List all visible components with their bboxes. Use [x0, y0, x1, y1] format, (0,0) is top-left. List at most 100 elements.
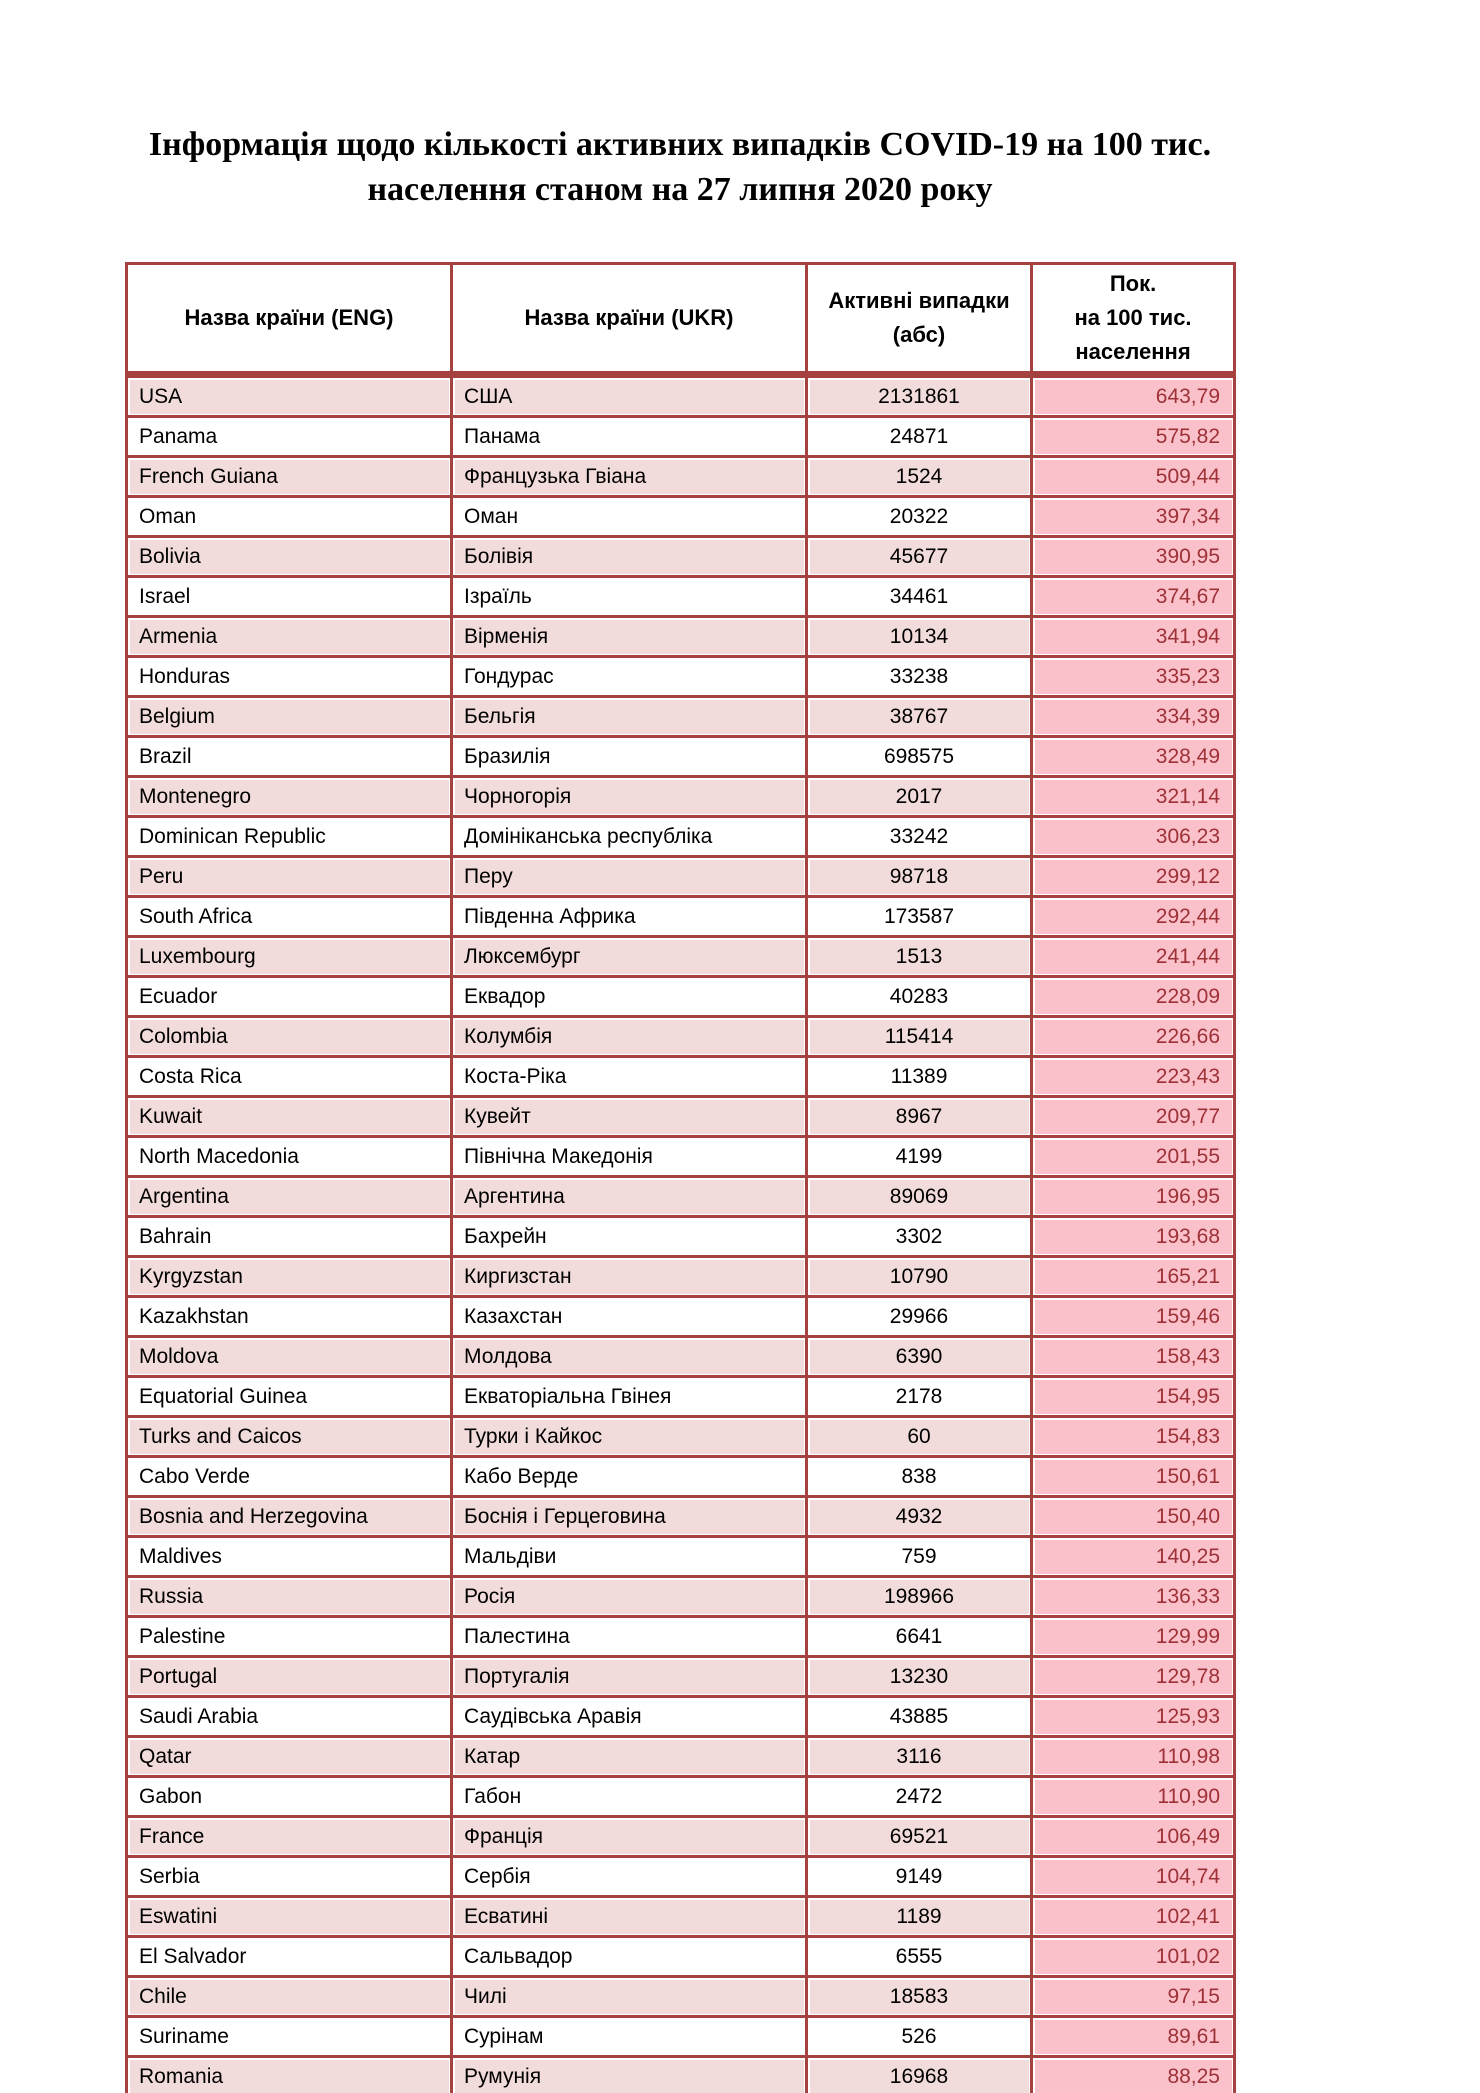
per-100k-cell: 397,34: [1030, 495, 1236, 538]
country-eng-cell: Bolivia: [125, 535, 453, 578]
table-row: Peru Перу 98718 299,12: [125, 855, 1236, 898]
country-eng-cell: Serbia: [125, 1855, 453, 1898]
active-cases-cell: 60: [805, 1415, 1033, 1458]
country-ukr-cell-text: Бразилія: [464, 745, 551, 768]
country-ukr-cell-text: Кабо Верде: [464, 1465, 579, 1488]
active-cases-cell: 1189: [805, 1895, 1033, 1938]
header-country-ukr: Назва країни (UKR): [450, 262, 808, 378]
country-eng-cell-text: Kuwait: [139, 1105, 203, 1128]
country-eng-cell: Costa Rica: [125, 1055, 453, 1098]
active-cases-cell: 2131861: [805, 373, 1033, 418]
active-cases-cell-text: 38767: [889, 705, 949, 728]
active-cases-cell-text: 1513: [895, 945, 943, 968]
active-cases-cell: 29966: [805, 1295, 1033, 1338]
country-eng-cell-text: Luxembourg: [139, 945, 256, 968]
per-100k-cell: 223,43: [1030, 1055, 1236, 1098]
per-100k-cell-text: 292,44: [1155, 905, 1220, 928]
country-eng-cell-text: Belgium: [139, 705, 215, 728]
active-cases-cell-text: 18583: [889, 1985, 949, 2008]
country-ukr-cell-text: Бахрейн: [464, 1225, 547, 1248]
country-eng-cell-text: Eswatini: [139, 1905, 218, 1928]
table-row: Saudi Arabia Саудівська Аравія 43885 125,93: [125, 1695, 1236, 1738]
active-cases-cell-text: 2178: [895, 1385, 943, 1408]
per-100k-cell: 321,14: [1030, 775, 1236, 818]
country-ukr-cell: Люксембург: [450, 935, 808, 978]
country-ukr-cell: Екваторіальна Гвінея: [450, 1375, 808, 1418]
country-eng-cell: Oman: [125, 495, 453, 538]
table-row: Maldives Мальдіви 759 140,25: [125, 1535, 1236, 1578]
country-ukr-cell: Киргизстан: [450, 1255, 808, 1298]
country-ukr-cell-text: Молдова: [464, 1345, 552, 1368]
per-100k-cell: 643,79: [1030, 373, 1236, 418]
table-row: Oman Оман 20322 397,34: [125, 495, 1236, 538]
per-100k-cell-text: 104,74: [1155, 1865, 1220, 1888]
per-100k-cell-text: 299,12: [1155, 865, 1220, 888]
country-ukr-cell: Есватині: [450, 1895, 808, 1938]
table-row: Brazil Бразилія 698575 328,49: [125, 735, 1236, 778]
per-100k-cell-text: 110,98: [1157, 1745, 1220, 1768]
active-cases-cell-text: 6390: [895, 1345, 943, 1368]
country-eng-cell-text: Costa Rica: [139, 1065, 242, 1088]
country-ukr-cell-text: Сальвадор: [464, 1945, 573, 1968]
active-cases-cell-text: 4199: [895, 1145, 943, 1168]
per-100k-cell: 241,44: [1030, 935, 1236, 978]
country-ukr-cell-text: Південна Африка: [464, 905, 636, 928]
active-cases-cell-text: 10790: [889, 1265, 949, 1288]
country-ukr-cell: Французька Гвіана: [450, 455, 808, 498]
active-cases-cell: 759: [805, 1535, 1033, 1578]
table-row: Gabon Габон 2472 110,90: [125, 1775, 1236, 1818]
country-ukr-cell-text: Домініканська республіка: [464, 825, 713, 848]
table-row: Bahrain Бахрейн 3302 193,68: [125, 1215, 1236, 1258]
country-eng-cell-text: Kyrgyzstan: [139, 1265, 243, 1288]
active-cases-cell: 89069: [805, 1175, 1033, 1218]
per-100k-cell-text: 335,23: [1155, 665, 1220, 688]
country-ukr-cell: Вірменія: [450, 615, 808, 658]
per-100k-cell-text: 390,95: [1155, 545, 1220, 568]
country-eng-cell-text: Turks and Caicos: [139, 1425, 302, 1448]
table-row: Eswatini Есватині 1189 102,41: [125, 1895, 1236, 1938]
active-cases-cell: 526: [805, 2015, 1033, 2058]
per-100k-cell-text: 101,02: [1155, 1945, 1220, 1968]
per-100k-cell-text: 106,49: [1155, 1825, 1220, 1848]
table-row: Kuwait Кувейт 8967 209,77: [125, 1095, 1236, 1138]
country-eng-cell: Armenia: [125, 615, 453, 658]
per-100k-cell-text: 196,95: [1155, 1185, 1220, 1208]
active-cases-cell: 69521: [805, 1815, 1033, 1858]
country-eng-cell: Moldova: [125, 1335, 453, 1378]
per-100k-cell: 328,49: [1030, 735, 1236, 778]
active-cases-cell: 698575: [805, 735, 1033, 778]
active-cases-cell-text: 173587: [883, 905, 955, 928]
table-row: Belgium Бельгія 38767 334,39: [125, 695, 1236, 738]
active-cases-cell: 11389: [805, 1055, 1033, 1098]
country-ukr-cell: Сербія: [450, 1855, 808, 1898]
active-cases-cell: 33238: [805, 655, 1033, 698]
country-eng-cell: Panama: [125, 415, 453, 458]
country-eng-cell-text: Suriname: [139, 2025, 229, 2048]
per-100k-cell: 335,23: [1030, 655, 1236, 698]
active-cases-cell: 34461: [805, 575, 1033, 618]
table-row: Russia Росія 198966 136,33: [125, 1575, 1236, 1618]
country-ukr-cell-text: Болівія: [464, 545, 534, 568]
active-cases-cell-text: 34461: [889, 585, 949, 608]
table-row: South Africa Південна Африка 173587 292,44: [125, 895, 1236, 938]
per-100k-cell-text: 165,21: [1155, 1265, 1220, 1288]
per-100k-cell: 201,55: [1030, 1135, 1236, 1178]
active-cases-cell: 24871: [805, 415, 1033, 458]
country-ukr-cell: Гондурас: [450, 655, 808, 698]
per-100k-cell: 129,78: [1030, 1655, 1236, 1698]
active-cases-cell: 40283: [805, 975, 1033, 1018]
country-eng-cell: El Salvador: [125, 1935, 453, 1978]
country-ukr-cell: Бельгія: [450, 695, 808, 738]
table-row: Panama Панама 24871 575,82: [125, 415, 1236, 458]
country-eng-cell-text: Cabo Verde: [139, 1465, 250, 1488]
country-eng-cell: Kyrgyzstan: [125, 1255, 453, 1298]
country-ukr-cell-text: Люксембург: [464, 945, 581, 968]
country-ukr-cell: Турки і Кайкос: [450, 1415, 808, 1458]
country-eng-cell-text: Chile: [139, 1985, 187, 2008]
country-ukr-cell: Португалія: [450, 1655, 808, 1698]
per-100k-cell-text: 209,77: [1155, 1105, 1220, 1128]
table-row: Turks and Caicos Турки і Кайкос 60 154,83: [125, 1415, 1236, 1458]
country-eng-cell: France: [125, 1815, 453, 1858]
country-ukr-cell: Аргентина: [450, 1175, 808, 1218]
active-cases-cell: 45677: [805, 535, 1033, 578]
